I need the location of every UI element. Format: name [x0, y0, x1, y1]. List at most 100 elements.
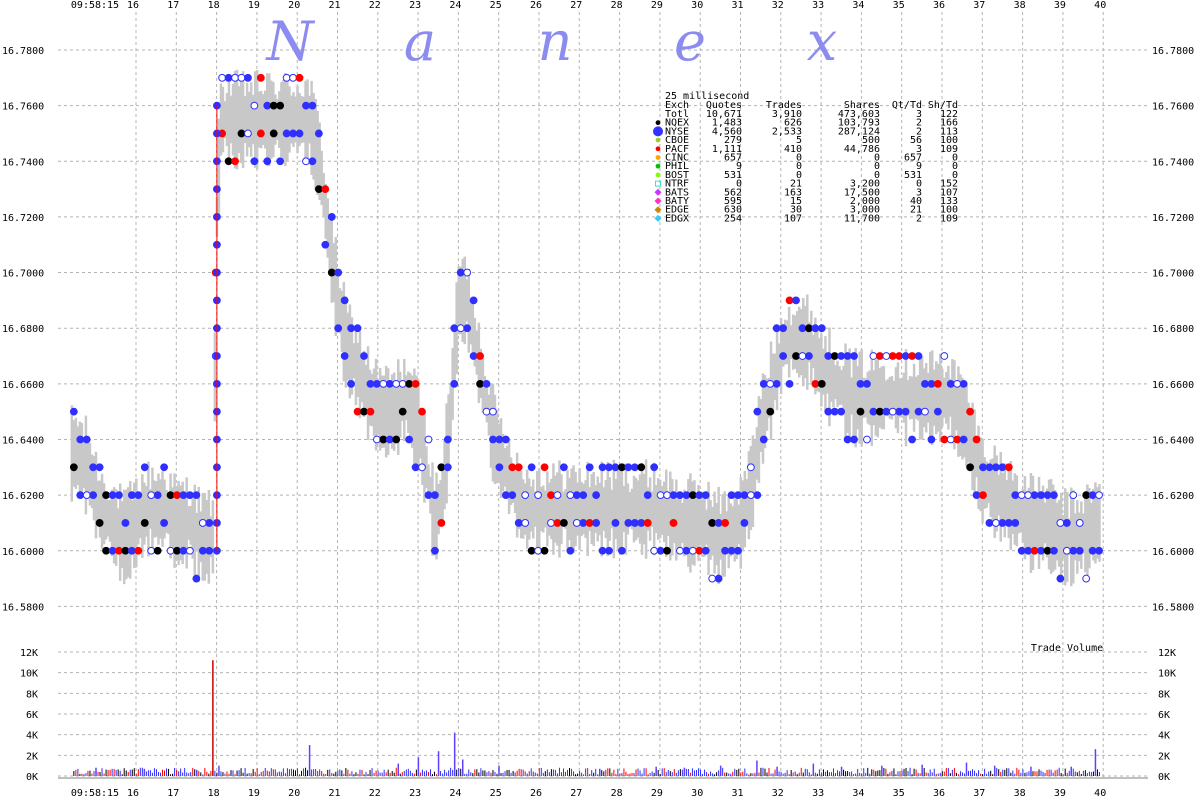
stats-quotes: 1,111 — [712, 144, 742, 155]
quote-marker — [559, 519, 568, 527]
quote-marker — [921, 407, 929, 416]
quote-marker — [102, 491, 110, 500]
price-tick-label-right: 16.6600 — [1152, 380, 1194, 391]
stats-qt-td: 657 — [904, 153, 922, 164]
quote-marker — [817, 379, 826, 388]
quote-marker — [927, 379, 936, 388]
stats-exch: CBOE — [665, 135, 689, 146]
quote-marker — [901, 407, 910, 416]
time-tick-label-top: 21 — [328, 0, 340, 11]
quote-marker — [927, 435, 936, 444]
quote-marker — [173, 491, 181, 500]
quote-marker — [1088, 491, 1097, 500]
price-tick-label-left: 16.6600 — [2, 380, 44, 391]
quote-marker — [411, 379, 420, 388]
quote-marker — [785, 379, 794, 388]
stats-row: EDGX 254 107 11,700 2 109 — [654, 213, 958, 224]
time-tick-label-bottom: 29 — [651, 788, 663, 799]
quote-marker — [205, 546, 214, 555]
quote-marker — [108, 546, 117, 555]
quote-marker — [837, 352, 846, 360]
time-tick-label-top: 32 — [772, 0, 784, 11]
stats-row: CINC 657 0 0 657 0 — [655, 153, 958, 164]
stats-qt-td: 3 — [916, 144, 922, 155]
quote-marker — [95, 463, 104, 472]
quote-marker — [792, 352, 800, 360]
stats-shares: 17,500 — [844, 187, 880, 198]
quote-marker — [424, 491, 433, 500]
quote-marker — [127, 546, 136, 555]
quote-marker — [714, 519, 723, 527]
stats-trades: 0 — [796, 153, 802, 164]
quote-marker — [837, 407, 846, 416]
time-tick-label-top: 37 — [973, 0, 985, 11]
time-tick-label-bottom: 39 — [1054, 788, 1066, 799]
quote-marker — [1017, 546, 1026, 555]
price-tick-label-right: 16.7200 — [1152, 213, 1194, 224]
stats-shares: 287,124 — [838, 126, 880, 137]
quote-marker — [998, 463, 1007, 472]
stats-exch: PHIL — [665, 161, 689, 172]
quote-marker — [1075, 546, 1084, 555]
quote-marker — [463, 268, 472, 277]
quote-marker — [263, 157, 272, 166]
quote-marker — [153, 546, 162, 555]
quote-marker — [347, 324, 355, 333]
quote-marker — [366, 379, 375, 388]
stats-quotes: 562 — [724, 187, 742, 198]
time-tick-label-bottom: 22 — [369, 788, 381, 799]
stats-sh-td: 109 — [940, 144, 958, 155]
quote-marker — [179, 491, 188, 500]
stats-shares: 11,700 — [844, 213, 880, 224]
time-axis: 1616171718181919202021212222232324242525… — [127, 0, 1106, 799]
stats-row: PACF 1,111 410 44,786 3 109 — [655, 144, 958, 155]
stats-exch: BATS — [665, 187, 689, 198]
price-tick-label-right: 16.7800 — [1152, 46, 1194, 57]
quote-marker — [908, 352, 916, 360]
quote-marker — [946, 379, 955, 388]
quote-marker — [824, 407, 833, 416]
quote-marker — [1011, 519, 1020, 527]
time-tick-label-top: 29 — [651, 0, 663, 11]
time-tick-label-bottom: 21 — [328, 788, 340, 799]
stats-quotes: 279 — [724, 135, 742, 146]
time-tick-label-bottom: 38 — [1014, 788, 1026, 799]
quote-marker — [321, 185, 330, 194]
time-tick-label-bottom: 36 — [933, 788, 945, 799]
quote-marker — [682, 491, 691, 500]
quote-marker — [714, 574, 723, 583]
stats-trades: 15 — [790, 196, 802, 207]
quote-marker — [592, 519, 601, 527]
quote-marker — [656, 546, 665, 555]
price-tick-label-left: 16.6400 — [2, 435, 44, 446]
quote-marker — [1082, 491, 1091, 500]
legend-marker — [654, 197, 662, 205]
quote-marker — [360, 352, 368, 360]
quote-marker — [618, 463, 626, 472]
stats-sh-td: 100 — [940, 205, 958, 216]
quote-marker — [198, 546, 207, 555]
quote-marker — [779, 352, 788, 360]
legend-marker — [654, 214, 662, 222]
stats-shares: 473,603 — [838, 109, 880, 120]
quote-marker — [888, 407, 897, 416]
quote-marker — [334, 268, 343, 277]
time-tick-label-bottom: 30 — [691, 788, 703, 799]
quote-marker — [779, 324, 788, 333]
time-tick-label-top: 18 — [208, 0, 220, 11]
quote-marker — [218, 73, 227, 82]
quote-marker — [856, 407, 865, 416]
quote-marker — [179, 546, 188, 555]
quote-marker — [772, 324, 781, 333]
quote-marker — [353, 407, 362, 416]
volume-tick-label-left: 2K — [26, 751, 38, 762]
stats-header-trades: Trades — [766, 100, 802, 111]
quote-marker — [379, 435, 388, 444]
quote-marker — [469, 296, 478, 305]
time-tick-label-bottom: 34 — [852, 788, 864, 799]
stats-trades: 21 — [790, 179, 802, 190]
quote-marker — [643, 519, 652, 527]
quote-marker — [302, 101, 310, 110]
quote-marker — [237, 73, 246, 82]
quote-marker — [721, 519, 729, 527]
